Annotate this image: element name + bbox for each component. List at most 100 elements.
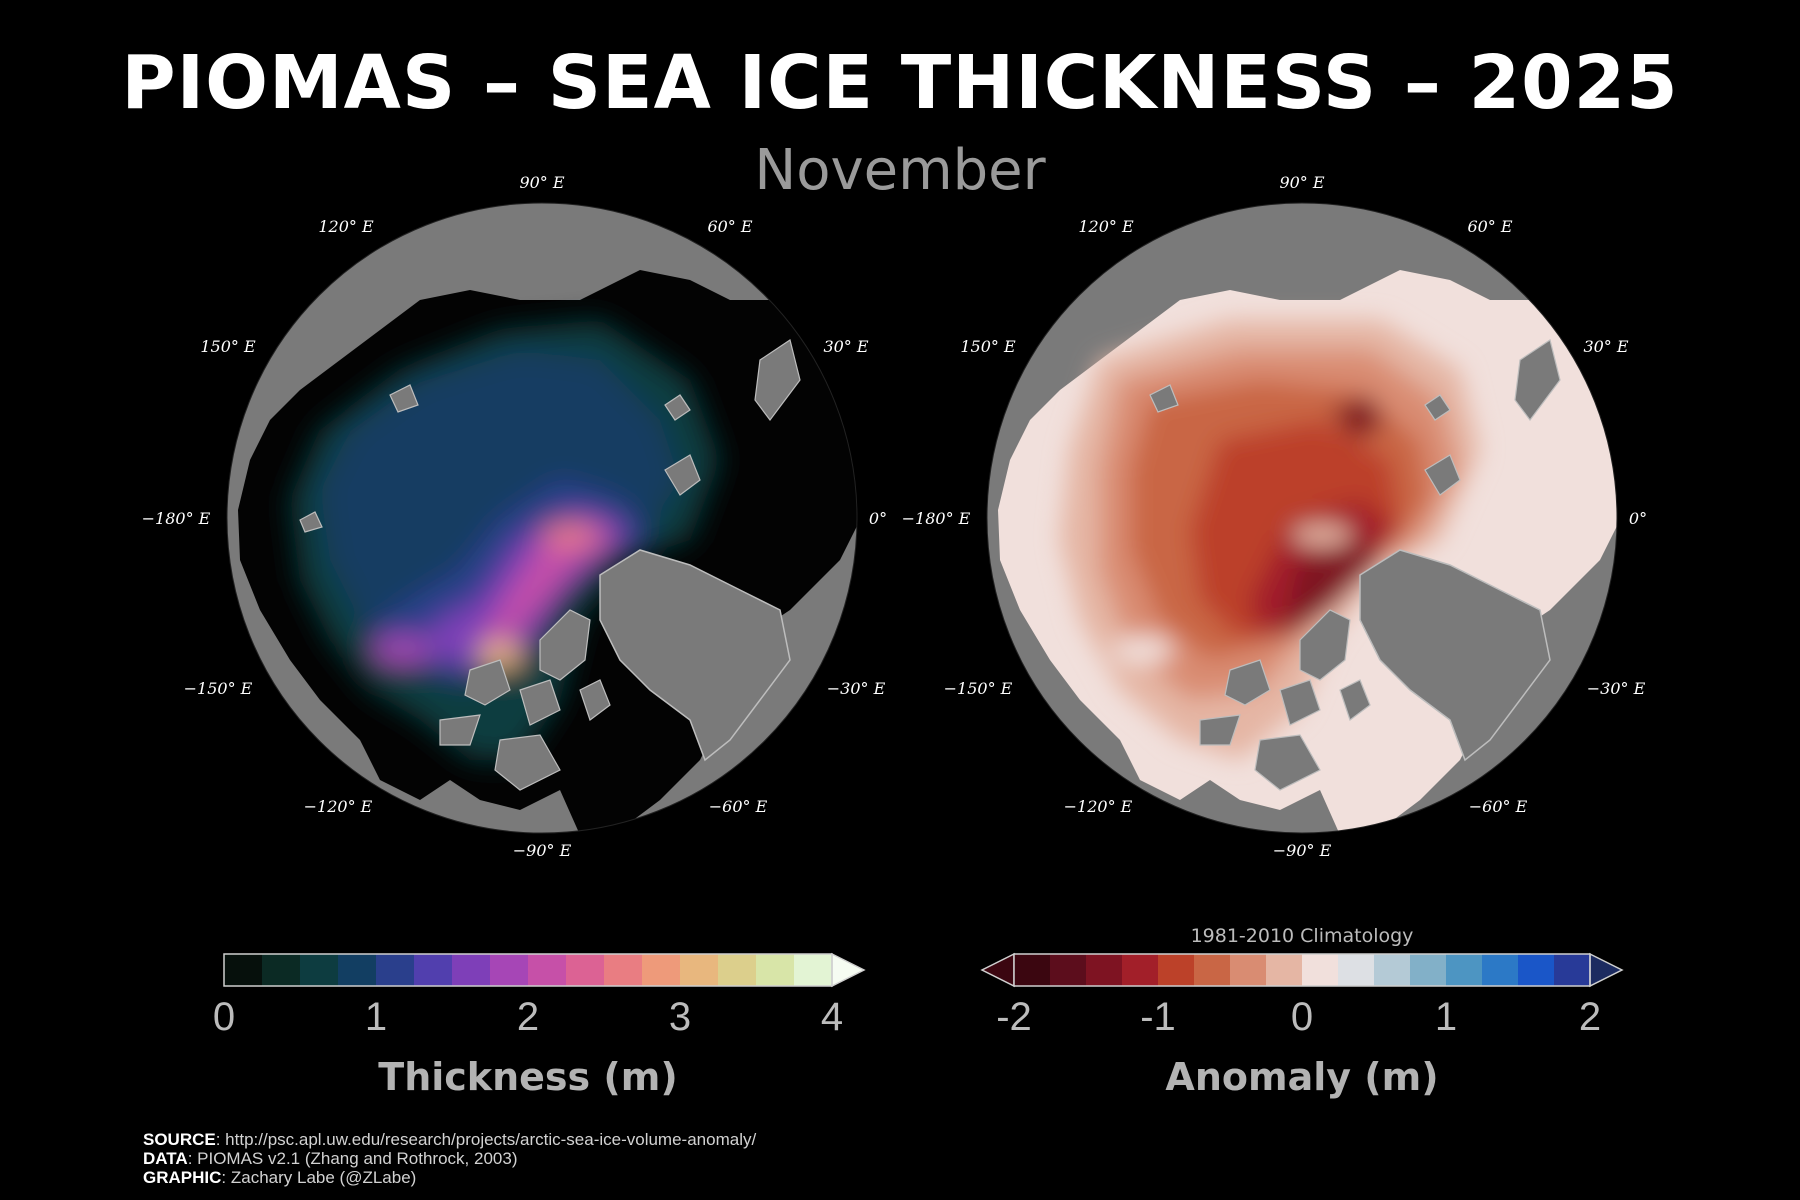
anomaly-field [1060, 320, 1480, 760]
lon-label-m120e: −120° E [1064, 797, 1133, 816]
colorbar-segment [490, 954, 529, 986]
thickness-tick-1: 1 [365, 995, 387, 1039]
left-longitude-labels: 90° E 120° E 60° E 150° E 30° E −180° E … [142, 173, 887, 860]
colorbar-segment [1518, 954, 1555, 986]
colorbar-segment [262, 954, 301, 986]
colorbar-segment [1554, 954, 1591, 986]
lon-label-m60e: −60° E [709, 797, 768, 816]
source-line: SOURCE: http://psc.apl.uw.edu/research/p… [143, 1130, 756, 1149]
thickness-tick-3: 3 [669, 995, 691, 1039]
anomaly-tick-1: 1 [1435, 995, 1457, 1039]
anomaly-colorbar-min-arrow [980, 952, 1015, 988]
lon-label-m90e: −90° E [1273, 841, 1332, 860]
colorbar-segment [1086, 954, 1123, 986]
colorbar-segment [718, 954, 757, 986]
colorbar-segment [756, 954, 795, 986]
colorbar-segment [566, 954, 605, 986]
anomaly-colorbar-label: Anomaly (m) [1165, 1055, 1438, 1099]
colorbar-segment [1158, 954, 1195, 986]
credits: SOURCE: http://psc.apl.uw.edu/research/p… [143, 1130, 756, 1187]
lon-label-m120e: −120° E [304, 797, 373, 816]
novaya-zemlya [754, 339, 801, 421]
anomaly-tick-2: 2 [1579, 995, 1601, 1039]
source-url: : http://psc.apl.uw.edu/research/project… [215, 1130, 757, 1149]
canadian-archipelago [439, 609, 611, 791]
colorbar-segment [1338, 954, 1375, 986]
colorbar-segment [414, 954, 453, 986]
lon-label-150e: 150° E [200, 337, 256, 356]
lon-label-0: 0° [869, 509, 887, 528]
colorbar-segment [300, 954, 339, 986]
thickness-colorbar-label: Thickness (m) [378, 1055, 677, 1099]
lon-label-m150e: −150° E [944, 679, 1013, 698]
greenland [599, 549, 791, 762]
anomaly-greenland [1359, 549, 1551, 762]
lon-label-180e: −180° E [902, 509, 971, 528]
anomaly-svalbard [1424, 454, 1461, 496]
lon-label-60e: 60° E [1467, 217, 1512, 236]
thickness-field [290, 320, 720, 760]
new-siberian-islands [389, 384, 419, 413]
source-label: SOURCE [143, 1130, 216, 1149]
right-longitude-labels: 90° E 120° E 60° E 150° E 30° E −180° E … [902, 173, 1647, 860]
thickness-colorbar-frame [223, 953, 833, 987]
anomaly-colorbar-frame [1013, 953, 1591, 987]
thickness-tick-2: 2 [517, 995, 539, 1039]
colorbar-segment [338, 954, 377, 986]
colorbar-segment [1014, 954, 1051, 986]
lon-label-120e: 120° E [318, 217, 374, 236]
climatology-label: 1981-2010 Climatology [1191, 925, 1414, 947]
month-subtitle: November [754, 138, 1046, 203]
colorbar-segment [452, 954, 491, 986]
anomaly-colorbar: 1981-2010 Climatology -2 -1 0 1 2 Anomal… [980, 925, 1624, 1099]
graphic-line: GRAPHIC: Zachary Labe (@ZLabe) [143, 1168, 756, 1187]
thickness-map [226, 202, 858, 834]
thickness-colorbar: 0 1 2 3 4 Thickness (m) [213, 952, 866, 1099]
wrangel-island [299, 511, 323, 533]
anomaly-colorbar-segments [1014, 954, 1591, 986]
lon-label-150e: 150° E [960, 337, 1016, 356]
colorbar-segment [528, 954, 567, 986]
lon-label-30e: 30° E [1583, 337, 1628, 356]
colorbar-segment [376, 954, 415, 986]
anomaly-tick-0: 0 [1291, 995, 1313, 1039]
colorbar-segment [1266, 954, 1303, 986]
colorbar-segment [794, 954, 833, 986]
colorbar-segment [1050, 954, 1087, 986]
svalbard [664, 454, 701, 496]
data-line: DATA: PIOMAS v2.1 (Zhang and Rothrock, 2… [143, 1149, 756, 1168]
lon-label-90e: 90° E [519, 173, 564, 192]
anomaly-colorbar-max-arrow [1589, 952, 1624, 988]
colorbar-segment [1302, 954, 1339, 986]
data-citation: : PIOMAS v2.1 (Zhang and Rothrock, 2003) [187, 1149, 518, 1168]
colorbar-segment [1374, 954, 1411, 986]
lon-label-120e: 120° E [1078, 217, 1134, 236]
colorbar-segment [1446, 954, 1483, 986]
colorbar-segment [604, 954, 643, 986]
lon-label-m90e: −90° E [513, 841, 572, 860]
colorbar-segment [1410, 954, 1447, 986]
lon-label-180e: −180° E [142, 509, 211, 528]
lon-label-60e: 60° E [707, 217, 752, 236]
anomaly-tick-m1: -1 [1140, 995, 1176, 1039]
thickness-tick-4: 4 [821, 995, 843, 1039]
colorbar-segment [1194, 954, 1231, 986]
lon-label-m60e: −60° E [1469, 797, 1528, 816]
lon-label-90e: 90° E [1279, 173, 1324, 192]
lon-label-m150e: −150° E [184, 679, 253, 698]
graphic-label: GRAPHIC [143, 1168, 222, 1187]
anomaly-canadian-archipelago [1199, 609, 1371, 791]
lon-label-0: 0° [1629, 509, 1647, 528]
colorbar-segment [224, 954, 263, 986]
colorbar-segment [1482, 954, 1519, 986]
lon-label-m30e: −30° E [1587, 679, 1646, 698]
anomaly-novaya-zemlya [1514, 339, 1561, 421]
anomaly-map [986, 202, 1618, 834]
franz-josef-land [664, 394, 691, 421]
lon-label-30e: 30° E [823, 337, 868, 356]
anomaly-franz-josef-land [1424, 394, 1451, 421]
lon-label-m30e: −30° E [827, 679, 886, 698]
data-label: DATA [143, 1149, 188, 1168]
graphic-author: : Zachary Labe (@ZLabe) [221, 1168, 417, 1187]
